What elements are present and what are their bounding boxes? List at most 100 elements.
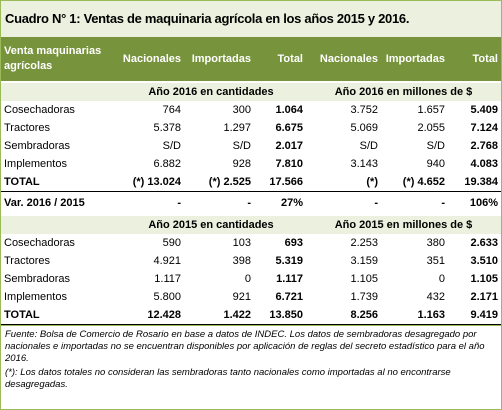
- header-row: Venta maquinarias agrícolas Nacionales Imp…: [1, 37, 501, 82]
- cell: (*) 2.525: [184, 173, 254, 192]
- cell: 4.921: [153, 255, 181, 267]
- cell: 940: [426, 158, 445, 170]
- header-cell: Importadas: [381, 37, 448, 82]
- header-cell: Total: [448, 37, 501, 82]
- cell: 2.017: [275, 140, 303, 152]
- cell: 1.105: [350, 273, 378, 285]
- cell: 1.105: [470, 273, 498, 285]
- cell: 2.768: [470, 140, 498, 152]
- cell: -: [381, 191, 448, 216]
- cell: 5.409: [470, 104, 498, 116]
- row-label: Tractores: [4, 255, 51, 267]
- cell: 7.124: [470, 122, 498, 134]
- cell: -: [184, 191, 254, 216]
- subheader-row: Año 2015 en cantidades Año 2015 en millon…: [1, 214, 501, 234]
- cell: 6.675: [275, 122, 303, 134]
- subheader-row: Año 2016 en cantidades Año 2016 en millon…: [1, 81, 501, 101]
- data-row: Implementos 6.882 928 7.810 3.143 940 4.083: [1, 155, 501, 173]
- cell: S/D: [232, 140, 251, 152]
- cell: 928: [232, 158, 251, 170]
- subheader-cell: Año 2015 en millones de $: [306, 214, 501, 234]
- sales-table: Venta maquinarias agrícolas Nacionales Imp…: [1, 37, 501, 325]
- data-row: TOTAL (*) 13.024 (*) 2.525 17.566 (*) (*) 4.6…: [1, 173, 501, 192]
- cell: 3.159: [350, 255, 378, 267]
- cell: 0: [244, 273, 251, 285]
- cell: 5.378: [153, 122, 181, 134]
- cell: 19.384: [448, 173, 501, 192]
- cell: 2.253: [350, 237, 378, 249]
- row-label: Implementos: [4, 158, 67, 170]
- header-cell: Importadas: [184, 37, 254, 82]
- subheader-cell: Año 2016 en millones de $: [306, 81, 501, 101]
- header-cell: Nacionales: [116, 37, 184, 82]
- cell: 106%: [448, 191, 501, 216]
- cell: 12.428: [116, 306, 184, 325]
- cell: 6.721: [275, 291, 303, 303]
- title: Cuadro N° 1: Ventas de maquinaria agríco…: [1, 1, 501, 37]
- cell: 3.510: [470, 255, 498, 267]
- subheader-cell: Año 2016 en cantidades: [116, 81, 306, 101]
- cell: 351: [426, 255, 445, 267]
- cell: 1.163: [381, 306, 448, 325]
- note: (*): Los datos totales no consideran las…: [5, 367, 451, 390]
- cell: 13.850: [254, 306, 306, 325]
- data-row: Sembradoras S/D S/D 2.017 S/D S/D 2.768: [1, 137, 501, 155]
- cell: 590: [162, 237, 181, 249]
- cell: 4.083: [470, 158, 498, 170]
- cell: 1.739: [350, 291, 378, 303]
- cell: 17.566: [254, 173, 306, 192]
- cell: -: [306, 191, 381, 216]
- data-row: Cosechadoras 764 300 1.064 3.752 1.657 5.409: [1, 101, 501, 119]
- cell: (*) 4.652: [381, 173, 448, 192]
- cell: 9.419: [448, 306, 501, 325]
- row-label: Cosechadoras: [4, 104, 75, 116]
- cell: 2.171: [470, 291, 498, 303]
- cell: 1.064: [275, 104, 303, 116]
- data-row: Implementos 5.800 921 6.721 1.739 432 2.171: [1, 288, 501, 306]
- note: Fuente: Bolsa de Comercio de Rosario en …: [5, 329, 485, 364]
- row-label: Cosechadoras: [4, 237, 75, 249]
- cell: 3.752: [350, 104, 378, 116]
- cell: 5.800: [153, 291, 181, 303]
- cell: 103: [232, 237, 251, 249]
- cell: 27%: [254, 191, 306, 216]
- cell: 2.633: [470, 237, 498, 249]
- cell: (*): [306, 173, 381, 192]
- cell: 1.297: [223, 122, 251, 134]
- data-row: Cosechadoras 590 103 693 2.253 380 2.633: [1, 234, 501, 252]
- cell: S/D: [426, 140, 445, 152]
- cell: 764: [162, 104, 181, 116]
- header-cell: Venta maquinarias agrícolas: [1, 37, 116, 82]
- spacer-cell: [1, 81, 116, 101]
- row-label: TOTAL: [1, 306, 116, 325]
- cell: 8.256: [306, 306, 381, 325]
- cell: 5.069: [350, 122, 378, 134]
- cell: 693: [284, 237, 303, 249]
- row-label: Sembradoras: [4, 140, 71, 152]
- cell: 1.657: [417, 104, 445, 116]
- data-row: Tractores 4.921 398 5.319 3.159 351 3.510: [1, 252, 501, 270]
- cell: 398: [232, 255, 251, 267]
- header-cell: Total: [254, 37, 306, 82]
- row-label: Tractores: [4, 122, 51, 134]
- cell: 7.810: [275, 158, 303, 170]
- cell: 1.117: [154, 273, 181, 285]
- cell: 0: [438, 273, 445, 285]
- spacer-cell: [1, 214, 116, 234]
- subheader-cell: Año 2015 en cantidades: [116, 214, 306, 234]
- cell: 5.319: [275, 255, 303, 267]
- cell: S/D: [359, 140, 378, 152]
- cell: 1.117: [276, 273, 303, 285]
- data-row: Sembradoras 1.117 0 1.117 1.105 0 1.105: [1, 270, 501, 288]
- row-label: Sembradoras: [4, 273, 71, 285]
- row-label: TOTAL: [1, 173, 116, 192]
- cell: 1.422: [184, 306, 254, 325]
- data-row: TOTAL 12.428 1.422 13.850 8.256 1.163 9.419: [1, 306, 501, 325]
- cell: 380: [426, 237, 445, 249]
- notes: Fuente: Bolsa de Comercio de Rosario en …: [1, 325, 501, 391]
- data-row: Tractores 5.378 1.297 6.675 5.069 2.055 7.124: [1, 119, 501, 137]
- data-row: Var. 2016 / 2015- -27% - -106%: [1, 191, 501, 216]
- cell: 300: [232, 104, 251, 116]
- header-cell: Nacionales: [306, 37, 381, 82]
